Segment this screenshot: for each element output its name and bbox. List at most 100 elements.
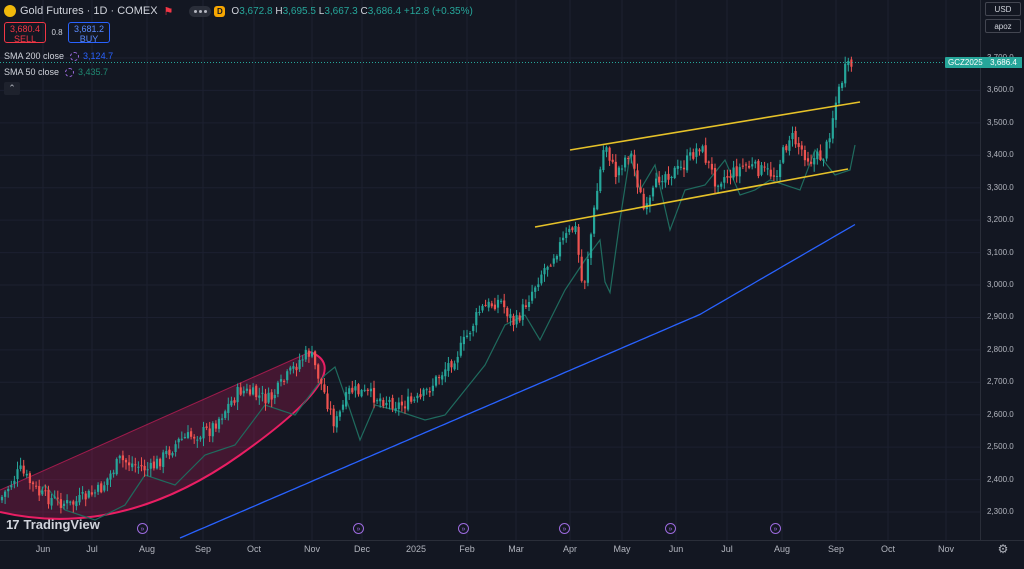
market-status-icon[interactable] [189,5,212,17]
candle-body [713,168,717,187]
candle-body [456,356,459,363]
candle-body [540,274,543,284]
candle-body [391,397,394,409]
symbol-price-label: GCZ2025 [945,57,986,68]
candle-body [236,386,239,403]
candle-body [639,187,642,193]
candle-body [69,501,72,503]
price-tick-label: 2,300.0 [987,507,1014,517]
candle-body [78,495,81,503]
candle-body [413,399,416,401]
candle-body [614,161,617,177]
time-tick-label: Jun [668,544,684,554]
candle-body [723,177,726,183]
candle-body [44,490,47,492]
candle-body [844,63,847,84]
candle-body [428,391,431,393]
candle-body [562,237,565,241]
candle-body [357,384,360,395]
candle-body [208,428,211,436]
collapse-legend-button[interactable]: ⌃ [4,82,20,95]
candle-body [478,311,481,313]
candle-body [661,181,664,183]
candle-body [506,307,509,317]
indicator-sma200[interactable]: SMA 200 close 3,124.7 [4,51,114,61]
candle-body [695,148,698,157]
candle-body [537,284,540,288]
candle-body [295,366,298,371]
indicator-sma50[interactable]: SMA 50 close 3,435.7 [4,67,109,77]
wedge-upper-line [0,351,311,491]
candle-body [56,497,59,499]
candle-body [571,227,574,231]
candle-body [493,304,496,310]
event-marker-icon[interactable]: » [559,523,570,534]
candle-body [791,132,794,140]
candle-body [825,141,828,159]
candle-body [19,465,22,469]
indicator-settings-icon[interactable] [70,51,80,61]
candle-body [658,176,661,183]
candle-body [438,377,441,379]
candle-body [676,165,679,169]
candle-body [512,315,515,325]
candle-body [453,363,456,370]
settings-gear-icon[interactable]: ⚙ [997,542,1009,556]
candle-body [202,427,205,439]
candle-body [800,145,803,150]
candle-body [177,438,180,443]
candle-body [109,473,112,480]
candle-body [233,400,236,403]
candle-body [273,394,276,399]
sell-button[interactable]: 3,680.4 SELL [4,22,46,44]
candle-body [648,197,651,206]
symbol-title[interactable]: Gold Futures · 1D · COMEX [20,5,158,17]
candle-body [159,458,162,467]
candle-body [568,228,571,233]
sma200-line [179,223,856,539]
candle-body [38,486,41,496]
candle-body [543,268,546,275]
price-tick-label: 2,400.0 [987,474,1014,484]
candle-body [602,150,605,171]
candle-body [289,367,292,371]
candle-body [744,164,748,166]
candle-body [828,138,831,143]
event-marker-icon[interactable]: » [665,523,676,534]
event-marker-icon[interactable]: » [458,523,469,534]
candle-body [168,449,171,456]
candle-body [16,469,19,480]
currency-selector[interactable]: USD [985,2,1021,16]
candle-body [143,465,146,471]
candle-body [689,152,692,156]
candle-body [459,342,462,356]
trade-panel: 3,680.4 SELL 0.8 3,681.2 BUY [4,22,110,44]
event-marker-icon[interactable]: » [353,523,364,534]
candle-body [140,465,143,467]
candle-body [307,350,310,357]
candle-body [403,406,407,409]
time-tick-label: Sep [827,544,845,554]
candle-body [276,382,279,394]
candle-body [524,305,527,308]
event-marker-icon[interactable]: » [770,523,781,534]
candle-body [214,423,217,429]
candle-body [469,333,472,335]
price-chart[interactable] [0,0,980,540]
candle-body [425,389,428,391]
candle-body [221,418,224,420]
candle-body [757,160,760,177]
event-marker-icon[interactable]: » [137,523,148,534]
candle-body [655,178,658,188]
candle-body [199,437,202,440]
indicator-settings-icon[interactable] [65,67,75,77]
candle-body [565,233,568,238]
flag-icon[interactable]: ⚑ [163,5,174,18]
candle-body [763,166,766,168]
price-axis[interactable] [980,0,1024,540]
buy-button[interactable]: 3,681.2 BUY [68,22,110,44]
unit-selector[interactable]: apoz [985,19,1021,33]
time-axis[interactable] [0,540,1024,569]
candle-body [131,463,134,468]
candle-body [13,480,16,484]
